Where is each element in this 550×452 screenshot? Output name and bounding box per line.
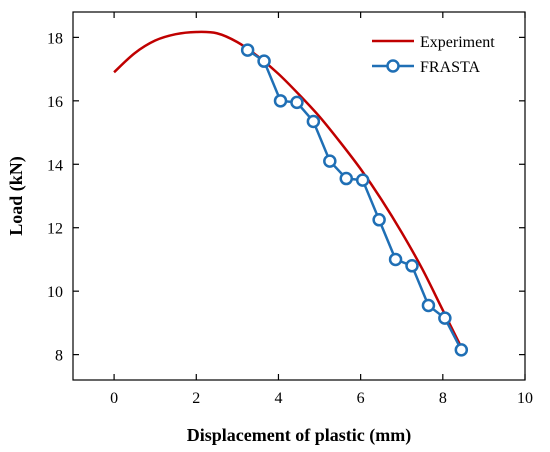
- series-layer: [113, 30, 469, 357]
- x-tick-label: 4: [274, 390, 282, 407]
- axis-ticks: 0 2 4 6 8 10 8 10 12 14 16 18: [47, 12, 533, 407]
- frasta-point: [290, 95, 304, 110]
- frasta-point: [454, 343, 469, 357]
- legend-frasta-label: FRASTA: [420, 59, 481, 76]
- frasta-point: [306, 114, 321, 129]
- plot-frame: [72, 11, 526, 381]
- x-tick-label: 2: [192, 390, 200, 407]
- frasta-point: [372, 213, 386, 227]
- y-tick-label: 14: [47, 157, 63, 174]
- legend: Experiment FRASTA: [372, 34, 495, 76]
- x-tick-label: 0: [110, 390, 118, 407]
- frasta-point: [421, 298, 436, 313]
- x-tick-label: 10: [517, 390, 533, 407]
- frasta-point: [405, 259, 419, 273]
- frasta-point: [257, 54, 271, 68]
- y-tick-label: 10: [47, 284, 63, 301]
- y-tick-label: 18: [47, 30, 63, 47]
- y-tick-label: 12: [47, 221, 63, 238]
- frasta-point: [355, 173, 370, 187]
- x-tick-label: 8: [439, 390, 447, 407]
- x-axis-title: Displacement of plastic (mm): [187, 425, 411, 446]
- frasta-point: [388, 252, 403, 267]
- legend-experiment-label: Experiment: [420, 34, 495, 51]
- frasta-point: [273, 94, 288, 108]
- experiment-line: [113, 30, 465, 353]
- frasta-point: [339, 171, 354, 186]
- y-tick-label: 16: [47, 94, 63, 111]
- x-tick-label: 6: [357, 390, 365, 407]
- frasta-point: [438, 311, 452, 325]
- frasta-point: [240, 43, 255, 57]
- legend-frasta-marker: [386, 59, 400, 73]
- frasta-point: [323, 154, 337, 168]
- y-axis-title: Load (kN): [6, 156, 27, 236]
- y-tick-label: 8: [55, 348, 63, 365]
